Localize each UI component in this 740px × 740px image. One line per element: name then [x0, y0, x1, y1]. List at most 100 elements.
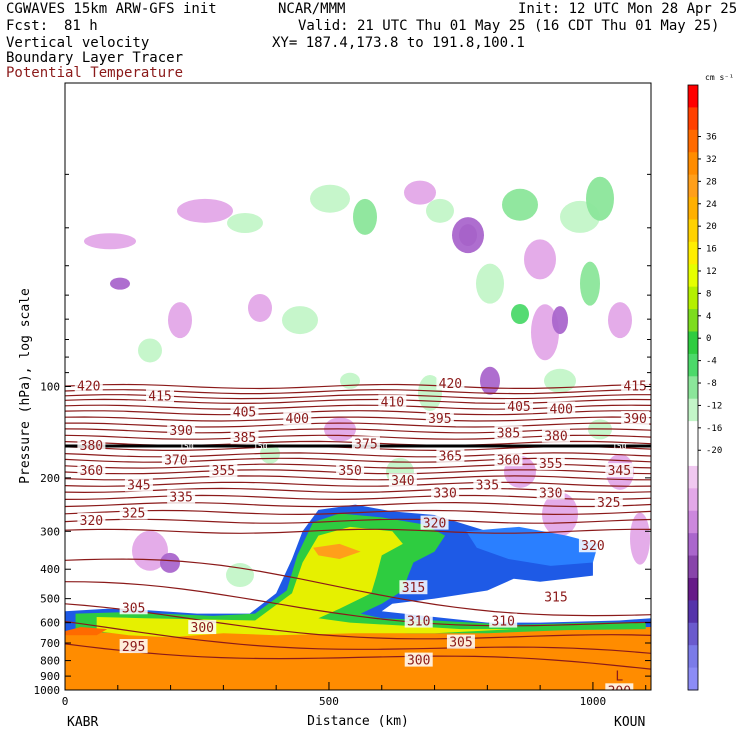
velocity-blob [552, 306, 568, 335]
valid-time: Valid: 21 UTC Thu 01 May 25 (16 CDT Thu … [298, 18, 720, 34]
colorbar-label: -16 [706, 424, 722, 434]
velocity-blob [502, 188, 538, 221]
x-axis-label: Distance (km) [307, 714, 409, 729]
colorbar-swatch [688, 488, 698, 512]
isentrope [65, 383, 651, 390]
colorbar-swatch [688, 197, 698, 220]
colorbar-label: 32 [706, 155, 717, 165]
theta-label: 335 [476, 479, 499, 494]
colorbar-swatch [688, 533, 698, 557]
isentrope [65, 528, 651, 534]
velocity-blob [132, 530, 168, 571]
theta-label: 315 [402, 581, 425, 596]
velocity-blob [480, 366, 500, 395]
colorbar-swatch [688, 555, 698, 579]
colorbar-swatch [688, 622, 698, 646]
plot-area: 150 150 150 420 415 410 420 415 405 400 405 400 390 3… [65, 176, 651, 699]
bl-tracer-orange-edge [65, 626, 108, 636]
field-potential-temperature: Potential Temperature [6, 65, 184, 81]
y-tick-label: 200 [40, 472, 60, 485]
isentrope [65, 509, 651, 516]
theta-label: 375 [354, 437, 377, 452]
theta-label-bg [605, 683, 634, 690]
theta-label: 320 [581, 539, 604, 554]
theta-label: 400 [286, 412, 309, 427]
x-tick-label: 1000 [580, 695, 607, 708]
theta-label-bg [425, 411, 454, 426]
velocity-blob [452, 217, 484, 254]
y-tick-label: 600 [40, 617, 60, 630]
velocity-blob [248, 293, 272, 322]
theta-label: 325 [597, 496, 620, 511]
colorbar-swatch [688, 465, 698, 489]
theta-label: 380 [80, 439, 103, 454]
velocity-blob [353, 198, 377, 235]
colorbar-swatch [688, 443, 698, 467]
velocity-blob [418, 374, 442, 411]
left-station-label: KABR [67, 715, 98, 730]
velocity-blob [310, 184, 350, 213]
theta-label: 385 [233, 431, 256, 446]
colorbar-swatch [688, 264, 698, 288]
colorbar-label: 16 [706, 245, 717, 255]
bl-tracer-orange [65, 620, 651, 690]
colorbar-label: 12 [706, 267, 717, 277]
colorbar-label: -4 [706, 357, 717, 367]
theta-label: 300 [608, 684, 631, 699]
theta-label-bg [436, 448, 465, 463]
theta-label: 385 [497, 427, 520, 442]
theta-label-bg [388, 473, 417, 488]
colorbar-label: 4 [706, 312, 711, 322]
theta-label-bg [621, 411, 650, 426]
theta-label: 310 [491, 615, 514, 630]
theta-label: 335 [169, 490, 192, 505]
right-station-label: KOUN [614, 715, 645, 730]
theta-label-bg [77, 512, 106, 527]
theta-label: 380 [544, 429, 567, 444]
velocity-blob [282, 306, 318, 335]
theta-label-bg [167, 489, 196, 504]
isentrope [65, 475, 651, 481]
theta-label-bg [188, 620, 217, 635]
tropopause-label: 150 [253, 442, 268, 451]
tropopause-label: 150 [612, 442, 627, 451]
colorbar-label: -8 [706, 379, 717, 389]
init-time: Init: 12 UTC Mon 28 Apr 25 [518, 1, 738, 17]
theta-label: 420 [439, 377, 462, 392]
theta-label-bg [119, 600, 148, 615]
theta-label: 345 [608, 464, 631, 479]
theta-label: 300 [407, 654, 430, 669]
isentrope [65, 581, 651, 627]
theta-label: 390 [169, 424, 192, 439]
colorbar-label: 36 [706, 133, 717, 143]
colorbar-swatch [688, 219, 698, 243]
colorbar-swatch [688, 376, 698, 400]
theta-label-bg [494, 452, 523, 467]
theta-label: 305 [449, 636, 472, 651]
isentrope [65, 481, 651, 487]
theta-label-bg [505, 399, 534, 414]
theta-label-bg [146, 388, 175, 403]
y-tick-label: 500 [40, 593, 60, 606]
theta-label-bg [230, 430, 259, 445]
theta-label-bg [605, 463, 634, 478]
theta-label-bg [541, 589, 570, 604]
theta-label-bg [446, 634, 475, 649]
colorbar-swatch [688, 241, 698, 265]
velocity-blob [227, 212, 263, 233]
velocity-blob [138, 338, 162, 363]
theta-label: 365 [439, 449, 462, 464]
theta-label-bg [378, 394, 407, 409]
velocity-blob [177, 198, 233, 223]
theta-label: 295 [122, 640, 145, 655]
theta-label: 395 [428, 412, 451, 427]
colorbar-swatch [688, 600, 698, 624]
colorbar-label: -20 [706, 446, 722, 456]
colorbar-label: 28 [706, 177, 717, 187]
theta-label: 310 [407, 615, 430, 630]
theta-label: 320 [80, 514, 103, 529]
colorbar-frame [687, 84, 699, 691]
velocity-blob [426, 198, 454, 223]
model-name: CGWAVES 15km ARW-GFS init [6, 1, 217, 17]
